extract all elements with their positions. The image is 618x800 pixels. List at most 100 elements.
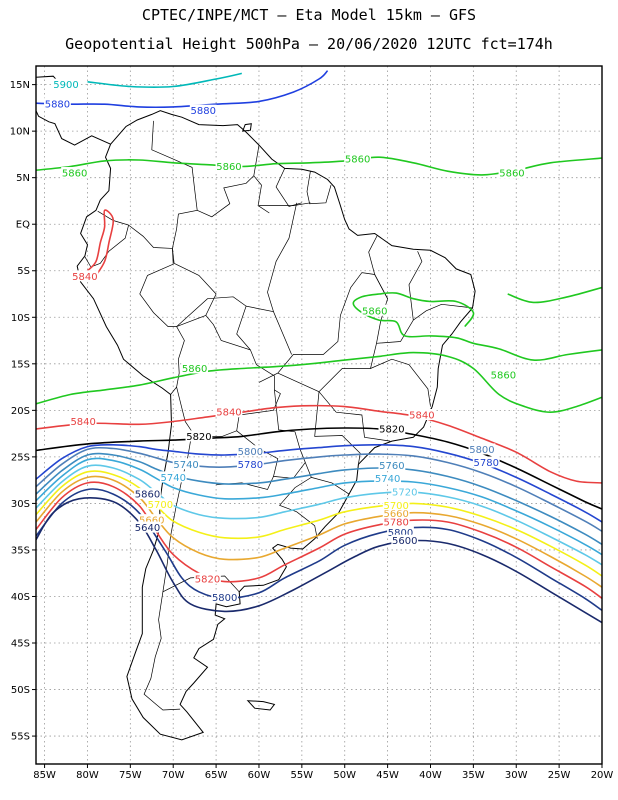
chart-title-line-1: CPTEC/INPE/MCT – Eta Model 15km – GFS: [141, 6, 477, 24]
trinidad-island: [241, 123, 252, 132]
contour-label-backdrop: [52, 78, 80, 90]
lon-tick-label: 50W: [333, 770, 356, 781]
lon-tick-label: 80W: [76, 770, 99, 781]
contour-5860: [36, 351, 602, 413]
contour-label: 5800: [469, 445, 494, 456]
lon-tick-label: 85W: [33, 770, 56, 781]
lon-tick-label: 75W: [119, 770, 142, 781]
contour-label-backdrop: [382, 516, 410, 528]
contour-label: 5800: [212, 593, 237, 604]
political-border: [176, 296, 247, 327]
contour-label: 5720: [392, 488, 417, 499]
lon-tick-label: 25W: [548, 770, 571, 781]
contour-label-backdrop: [361, 304, 389, 316]
lat-tick-label: 15N: [10, 80, 30, 91]
contour-5840: [36, 404, 602, 484]
lon-tick-label: 45W: [376, 770, 399, 781]
contour-label: 5840: [70, 417, 95, 428]
contour-label: 5600: [392, 536, 417, 547]
contour-label: 5740: [173, 460, 198, 471]
contour-label-backdrop: [472, 456, 500, 468]
contour-label: 5860: [135, 490, 160, 501]
political-border: [275, 168, 302, 207]
contour-label-backdrop: [236, 445, 264, 457]
lat-tick-label: EQ: [16, 220, 30, 231]
contour-label-backdrop: [69, 415, 97, 427]
contour-label-backdrop: [159, 471, 187, 483]
lon-tick-label: 30W: [505, 770, 528, 781]
lon-tick-label: 35W: [462, 770, 485, 781]
lat-tick-label: 25S: [11, 452, 30, 463]
political-border: [258, 272, 388, 393]
lon-tick-label: 70W: [162, 770, 185, 781]
lon-tick-label: 55W: [291, 770, 314, 781]
lat-tick-label: 55S: [11, 732, 30, 743]
lat-tick-label: 50S: [11, 685, 30, 696]
lat-tick-label: 45S: [11, 639, 30, 650]
contour-5860: [36, 156, 602, 176]
contour-label: 5780: [474, 458, 499, 469]
contour-label-backdrop: [189, 104, 217, 116]
contour-label-backdrop: [211, 591, 239, 603]
lat-tick-label: 40S: [11, 592, 30, 603]
political-border: [128, 224, 185, 395]
contour-label: 5800: [388, 528, 413, 539]
lat-tick-label: 35S: [11, 545, 30, 556]
contour-5860: [507, 286, 602, 304]
contour-label-backdrop: [44, 98, 71, 110]
political-border: [314, 391, 361, 465]
chart-title-line-2: Geopotential Height 500hPa – 20/06/2020 …: [65, 35, 553, 53]
contour-label-backdrop: [382, 507, 410, 519]
contour-label: 5740: [160, 473, 185, 484]
contour-label-backdrop: [408, 409, 436, 420]
contour-5660: [36, 446, 602, 532]
political-border: [408, 251, 423, 321]
contour-label: 5860: [362, 306, 387, 317]
contour-label: 5780: [238, 460, 263, 471]
contour-label: 5860: [491, 370, 516, 381]
contour-label: 5740: [375, 474, 400, 485]
contour-label: 5840: [72, 272, 97, 283]
south-america-coastline: [76, 110, 476, 741]
political-border: [368, 235, 388, 299]
contour-label: 5880: [191, 106, 216, 117]
contour-5820: [36, 427, 602, 510]
political-border: [151, 120, 198, 264]
contour-5760: [36, 475, 602, 588]
contour-label: 5660: [139, 516, 164, 527]
contour-label: 5820: [379, 424, 404, 435]
political-border: [173, 262, 217, 316]
contour-label-backdrop: [185, 430, 213, 442]
political-border: [311, 477, 350, 495]
political-border: [370, 358, 431, 407]
contour-label-backdrop: [374, 472, 402, 484]
lat-tick-label: 30S: [11, 499, 30, 510]
contour-5900: [87, 72, 242, 89]
political-border: [306, 171, 332, 205]
lat-tick-label: 20S: [11, 406, 30, 417]
axis-ticks: 15N 10N 5N EQ 5S 10S 15S 20S 25S 30S 35S 40S 45S 50S 5…: [10, 80, 614, 781]
contour-label: 5780: [383, 518, 408, 529]
contour-label-backdrop: [134, 488, 161, 500]
contour-label: 5900: [53, 80, 78, 91]
contour-label: 5820: [195, 574, 220, 585]
lat-tick-label: 10S: [11, 313, 30, 324]
contour-label: 5760: [379, 461, 404, 472]
contour-label: 5640: [135, 523, 160, 534]
contour-label-backdrop: [71, 270, 99, 282]
contour-5640: [36, 443, 602, 523]
political-border: [197, 175, 255, 218]
contour-5740: [36, 470, 602, 577]
contour-label-backdrop: [378, 422, 406, 434]
contour-label: 5700: [383, 501, 408, 512]
contour-label: 5820: [186, 432, 211, 443]
contour-label: 5840: [409, 411, 434, 422]
contour-label: 5860: [499, 169, 524, 180]
contour-label: 5860: [216, 162, 241, 173]
contour-5620: [36, 497, 602, 624]
lon-tick-label: 20W: [591, 770, 614, 781]
height-contours: [36, 70, 602, 624]
lon-tick-label: 60W: [248, 770, 271, 781]
contour-label-backdrop: [382, 499, 410, 511]
contour-5720: [36, 464, 602, 566]
